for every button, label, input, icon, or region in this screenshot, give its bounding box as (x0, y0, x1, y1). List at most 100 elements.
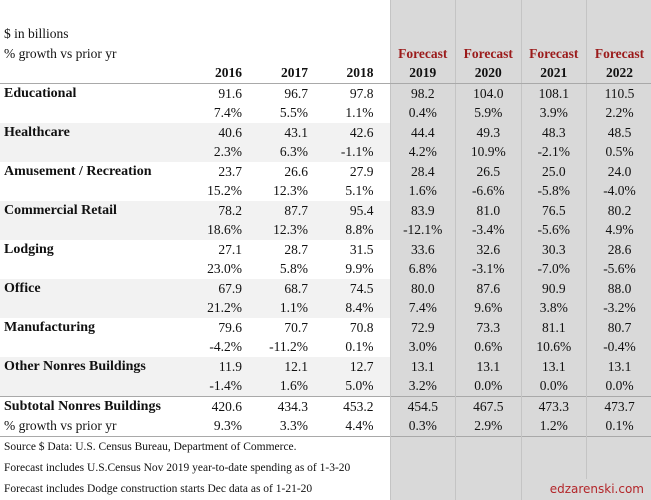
cell-2018: 97.8 (324, 83, 390, 103)
row-label-empty (0, 220, 192, 240)
cell-2022: 88.0 (587, 279, 651, 299)
category-growth-row: 18.6%12.3%8.8%-12.1%-3.4%-5.6%4.9% (0, 220, 651, 240)
forecast-blank-cell (390, 479, 456, 500)
cell-2020: 26.5 (456, 162, 522, 182)
cell-2020: -6.6% (456, 181, 522, 201)
cell-2020: 32.6 (456, 240, 522, 260)
cell-2016: 420.6 (192, 396, 258, 416)
cell-2022: 24.0 (587, 162, 651, 182)
footnote-row: Forecast includes U.S.Census Nov 2019 ye… (0, 458, 651, 479)
cell-2019: 28.4 (390, 162, 456, 182)
cell-2021: -5.6% (521, 220, 587, 240)
cell-2019: -12.1% (390, 220, 456, 240)
forecast-blank-cell (390, 436, 456, 458)
cell-2017: 1.6% (258, 376, 324, 396)
cell-2019: 0.3% (390, 416, 456, 436)
cell-2022: 13.1 (587, 357, 651, 377)
forecast-label: Forecast (456, 44, 522, 64)
cell-2022: -0.4% (587, 337, 651, 357)
cell-2018: 0.1% (324, 337, 390, 357)
cell-2021: -7.0% (521, 259, 587, 279)
row-label: Other Nonres Buildings (0, 357, 192, 377)
cell-2022: 48.5 (587, 123, 651, 143)
header-unit-row: $ in billions (0, 24, 651, 44)
cell-2018: 27.9 (324, 162, 390, 182)
footnote: Forecast includes U.S.Census Nov 2019 ye… (0, 458, 390, 479)
cell-2018: 95.4 (324, 201, 390, 221)
cell-2019: 98.2 (390, 83, 456, 103)
row-label-empty (0, 376, 192, 396)
category-growth-row: 2.3%6.3%-1.1%4.2%10.9%-2.1%0.5% (0, 142, 651, 162)
cell-2018: 74.5 (324, 279, 390, 299)
cell-2016: 23.7 (192, 162, 258, 182)
cell-2021: 108.1 (521, 83, 587, 103)
cell-2021: 10.6% (521, 337, 587, 357)
cell-2021: -5.8% (521, 181, 587, 201)
cell-2017: 5.5% (258, 103, 324, 123)
cell-2020: 5.9% (456, 103, 522, 123)
cell-2018: -1.1% (324, 142, 390, 162)
cell-2021: 90.9 (521, 279, 587, 299)
cell-2016: 7.4% (192, 103, 258, 123)
cell-2020: 73.3 (456, 318, 522, 338)
cell-2022: 0.1% (587, 416, 651, 436)
cell-2022: -3.2% (587, 298, 651, 318)
cell-2017: 434.3 (258, 396, 324, 416)
forecast-blank-cell (521, 436, 587, 458)
cell-2017: 96.7 (258, 83, 324, 103)
cell-2017: 1.1% (258, 298, 324, 318)
cell-2018: 12.7 (324, 357, 390, 377)
forecast-label: Forecast (521, 44, 587, 64)
year-header-2020: 2020 (456, 63, 522, 83)
footnote-row: Forecast includes Dodge construction sta… (0, 479, 651, 500)
cell-2020: 87.6 (456, 279, 522, 299)
cell-2021: 30.3 (521, 240, 587, 260)
cell-2017: 12.1 (258, 357, 324, 377)
cell-2017: 68.7 (258, 279, 324, 299)
cell-2019: 7.4% (390, 298, 456, 318)
cell-2021: -2.1% (521, 142, 587, 162)
cell-2017: 26.6 (258, 162, 324, 182)
cell-2022: 473.7 (587, 396, 651, 416)
cell-2020: 0.0% (456, 376, 522, 396)
cell-2019: 33.6 (390, 240, 456, 260)
cell-2022: -5.6% (587, 259, 651, 279)
row-label-empty (0, 181, 192, 201)
cell-2019: 454.5 (390, 396, 456, 416)
year-header-2017: 2017 (258, 63, 324, 83)
cell-2022: 28.6 (587, 240, 651, 260)
cell-2018: 31.5 (324, 240, 390, 260)
growth-label: % growth vs prior yr (0, 44, 192, 64)
cell-2020: 13.1 (456, 357, 522, 377)
footnote: Source $ Data: U.S. Census Bureau, Depar… (0, 436, 390, 458)
cell-2019: 1.6% (390, 181, 456, 201)
cell-2017: 70.7 (258, 318, 324, 338)
forecast-blank-cell (587, 458, 651, 479)
header-spacer-row (0, 0, 651, 24)
cell-2016: 23.0% (192, 259, 258, 279)
forecast-label: Forecast (390, 44, 456, 64)
cell-2020: 9.6% (456, 298, 522, 318)
cell-2017: 5.8% (258, 259, 324, 279)
cell-2017: 12.3% (258, 220, 324, 240)
cell-2018: 4.4% (324, 416, 390, 436)
year-header-2022: 2022 (587, 63, 651, 83)
year-header-2021: 2021 (521, 63, 587, 83)
cell-2019: 13.1 (390, 357, 456, 377)
row-label: Subtotal Nonres Buildings (0, 396, 192, 416)
cell-2016: 18.6% (192, 220, 258, 240)
row-label-empty (0, 103, 192, 123)
cell-2016: 9.3% (192, 416, 258, 436)
footnote-row: Source $ Data: U.S. Census Bureau, Depar… (0, 436, 651, 458)
row-label-empty (0, 298, 192, 318)
cell-2018: 8.4% (324, 298, 390, 318)
category-growth-row: 15.2%12.3%5.1%1.6%-6.6%-5.8%-4.0% (0, 181, 651, 201)
row-label: Commercial Retail (0, 201, 192, 221)
cell-2022: -4.0% (587, 181, 651, 201)
row-label: Healthcare (0, 123, 192, 143)
